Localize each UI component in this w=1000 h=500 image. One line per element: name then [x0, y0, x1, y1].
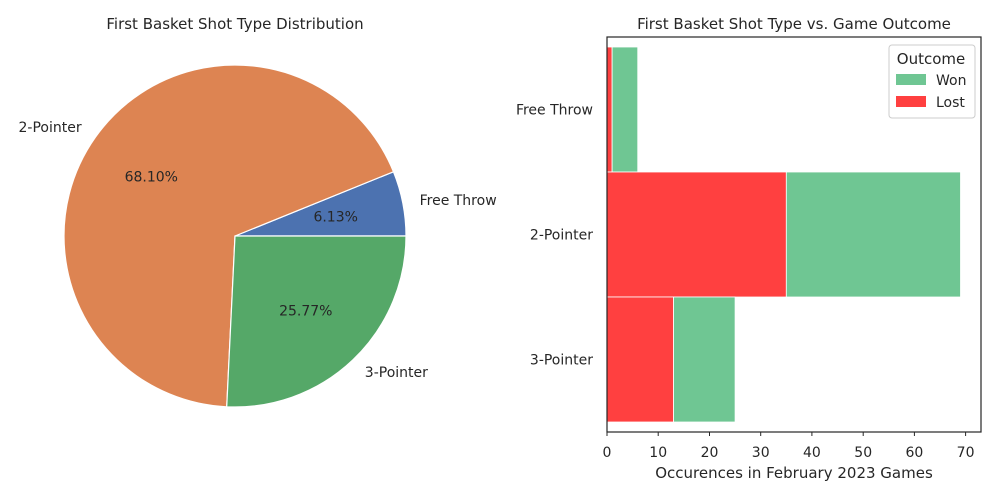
- legend: Outcome Won Lost: [888, 44, 976, 119]
- x-tick-labels: 0 10 20 30 40 50 60 70: [603, 432, 975, 461]
- pie-labels: Free Throw 6.13% 2-Pointer 68.10% 3-Pointer 2…: [19, 120, 497, 381]
- pie-chart: First Basket Shot Type Distribution Free…: [19, 15, 497, 408]
- legend-title: Outcome: [897, 50, 965, 68]
- pie-label-free-throw: Free Throw: [420, 193, 497, 209]
- pie-pct-2-pointer: 68.10%: [125, 170, 178, 186]
- pie-title: First Basket Shot Type Distribution: [106, 15, 363, 33]
- pie-pct-3-pointer: 25.77%: [279, 303, 332, 319]
- pie-slice-2-pointer: [63, 64, 395, 408]
- pie-slice-3-pointer: [226, 235, 407, 408]
- legend-label-won: Won: [936, 73, 966, 89]
- x-tick-10: 10: [649, 445, 667, 461]
- y-tick-free-throw: Free Throw: [516, 103, 593, 119]
- bar-title: First Basket Shot Type vs. Game Outcome: [637, 15, 951, 33]
- x-tick-70: 70: [957, 445, 975, 461]
- bar-2-pointer-lost: [606, 171, 787, 298]
- pie-slices: [63, 64, 407, 408]
- y-tick-2-pointer: 2-Pointer: [530, 228, 593, 244]
- bar-3-pointer-lost: [606, 296, 674, 423]
- plot-frame: [606, 36, 982, 433]
- legend-swatch-lost: [896, 96, 926, 107]
- bar-3-pointer-won: [673, 296, 736, 423]
- bar-marks: [606, 46, 961, 423]
- y-tick-labels: Free Throw 2-Pointer 3-Pointer: [516, 103, 593, 369]
- y-tick-3-pointer: 3-Pointer: [530, 353, 593, 369]
- x-tick-20: 20: [701, 445, 719, 461]
- pie-label-2-pointer: 2-Pointer: [19, 120, 82, 136]
- x-tick-60: 60: [905, 445, 923, 461]
- bar-chart: First Basket Shot Type vs. Game Outcome …: [516, 15, 982, 482]
- x-axis-label: Occurences in February 2023 Games: [655, 464, 933, 482]
- x-tick-50: 50: [854, 445, 872, 461]
- legend-label-lost: Lost: [936, 95, 965, 111]
- bar-free-throw-lost: [606, 46, 613, 173]
- bar-free-throw-won: [611, 46, 639, 173]
- x-tick-0: 0: [603, 445, 612, 461]
- x-tick-30: 30: [752, 445, 770, 461]
- pie-label-3-pointer: 3-Pointer: [365, 365, 428, 381]
- bar-2-pointer-won: [785, 171, 961, 298]
- pie-pct-free-throw: 6.13%: [313, 209, 357, 225]
- legend-swatch-won: [896, 74, 926, 85]
- x-tick-40: 40: [803, 445, 821, 461]
